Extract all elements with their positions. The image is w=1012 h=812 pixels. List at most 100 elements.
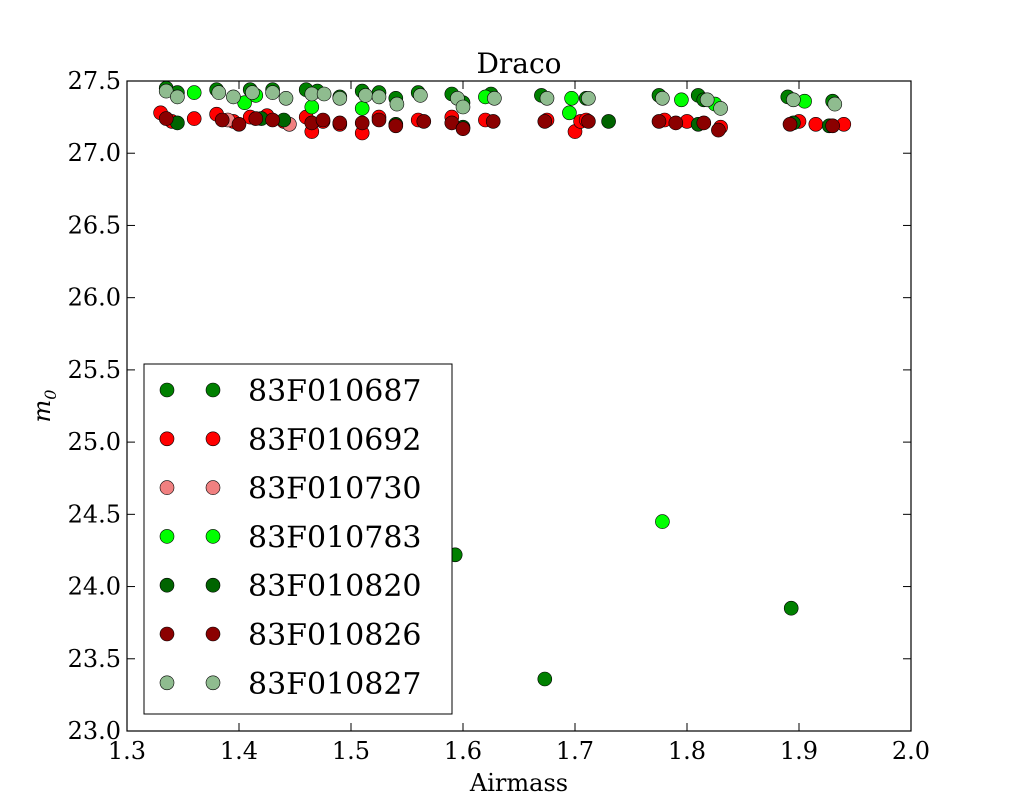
data-point-83F010827 [413, 88, 428, 103]
data-point-83F010820 [601, 114, 616, 129]
legend-entry: 83F010820 [159, 569, 422, 604]
y-tick-label: 26.0 [68, 284, 121, 312]
legend-marker [205, 626, 221, 642]
data-point-83F010827 [170, 89, 185, 105]
data-point-83F010783 [354, 101, 370, 116]
legend-marker [159, 480, 175, 495]
data-point-83F010827 [389, 96, 405, 112]
x-tick-label: 1.3 [108, 737, 146, 765]
data-point-83F010827 [713, 101, 728, 116]
legend-label: 83F010692 [248, 423, 422, 458]
legend-entry: 83F010827 [159, 667, 422, 702]
legend-entry: 83F010687 [159, 374, 422, 409]
data-point-83F010826 [332, 115, 348, 131]
legend-marker [205, 480, 221, 495]
legend-marker [159, 675, 175, 691]
legend-marker [205, 431, 221, 447]
y-tick-label: 24.0 [68, 573, 121, 601]
x-tick-label: 1.9 [780, 737, 818, 765]
data-point-83F010826 [214, 112, 230, 128]
y-tick-label: 27.5 [68, 67, 121, 95]
legend-label: 83F010827 [248, 667, 422, 702]
data-point-83F010826 [537, 114, 553, 129]
y-tick-label: 23.0 [68, 717, 121, 745]
data-point-83F010827 [278, 91, 294, 106]
data-point-83F010826 [231, 117, 247, 132]
legend-entry: 83F010783 [159, 520, 422, 555]
data-point-83F010783 [564, 91, 579, 106]
legend-entry: 83F010692 [159, 423, 422, 458]
data-point-83F010827 [699, 92, 715, 108]
data-point-83F010826 [354, 115, 370, 131]
y-tick-label: 27.0 [68, 139, 121, 167]
y-tick-label: 23.5 [68, 645, 121, 673]
chart-title: Draco [476, 47, 561, 80]
data-point-83F010827 [245, 85, 260, 100]
x-tick-label: 1.5 [332, 737, 370, 765]
data-point-83F010827 [455, 99, 471, 115]
legend-box [143, 363, 453, 715]
legend-entry: 83F010826 [159, 618, 422, 653]
legend-marker [159, 382, 175, 398]
data-points [153, 80, 852, 687]
data-point-83F010783 [655, 514, 670, 529]
data-point-83F010826 [651, 114, 667, 129]
data-point-83F010826 [696, 115, 712, 131]
data-point-83F010826 [315, 112, 331, 128]
data-point-83F010687 [537, 671, 553, 687]
legend-label: 83F010826 [248, 618, 422, 653]
axis-ticks: 1.3 1.4 1.5 1.6 1.7 1.8 1.9 2.0 23.0 23.5 24.0 24.5… [68, 67, 931, 765]
y-tick-label: 25.0 [68, 428, 121, 456]
data-point-83F010826 [581, 114, 596, 129]
legend-label: 83F010783 [248, 520, 422, 555]
legend-marker [205, 529, 221, 544]
data-point-83F010826 [668, 115, 684, 131]
legend-marker [205, 675, 221, 691]
data-point-83F010783 [186, 85, 202, 100]
data-point-83F010826 [782, 117, 798, 132]
data-point-83F010827 [332, 91, 348, 106]
data-point-83F010826 [455, 121, 471, 136]
data-point-83F010827 [581, 91, 596, 106]
x-tick-label: 1.4 [220, 737, 258, 765]
data-point-83F010687 [783, 600, 799, 616]
plot-frame [126, 80, 912, 732]
data-point-83F010827 [487, 91, 502, 106]
x-tick-label: 1.8 [668, 737, 706, 765]
legend-marker [205, 382, 221, 398]
x-tick-label: 1.7 [556, 737, 594, 765]
data-point-83F010827 [265, 85, 280, 100]
data-point-83F010826 [371, 112, 387, 128]
data-point-83F010827 [316, 86, 332, 102]
data-point-83F010692 [808, 117, 824, 132]
data-point-83F010826 [416, 114, 432, 129]
data-point-83F010783 [562, 105, 577, 121]
legend-entry: 83F010730 [159, 472, 422, 507]
data-point-83F010827 [226, 89, 241, 105]
legend-marker [205, 577, 221, 593]
y-axis-label-main: m [28, 400, 56, 423]
legend-marker [159, 626, 175, 642]
x-axis-label: Airmass [469, 769, 568, 797]
legend-marker [159, 577, 175, 593]
data-point-83F010826 [711, 122, 726, 138]
data-point-83F010826 [248, 111, 264, 126]
data-point-83F010827 [211, 85, 227, 100]
data-point-83F010827 [358, 88, 373, 103]
data-point-83F010826 [825, 118, 840, 134]
legend-marker [159, 529, 175, 544]
data-point-83F010692 [186, 111, 202, 126]
x-tick-label: 1.6 [444, 737, 482, 765]
data-point-83F010827 [304, 86, 320, 102]
legend-marker [159, 431, 175, 447]
data-point-83F010826 [265, 112, 280, 128]
data-point-83F010827 [371, 89, 387, 105]
data-point-83F010827 [827, 96, 843, 112]
data-point-83F010827 [655, 91, 670, 106]
y-tick-label: 26.5 [68, 211, 121, 239]
legend-label: 83F010730 [248, 472, 422, 507]
y-tick-label: 24.5 [68, 500, 121, 528]
data-point-83F010783 [304, 99, 320, 115]
legend: 83F010687 83F010692 83F010730 83F010783 83F0… [143, 363, 453, 715]
